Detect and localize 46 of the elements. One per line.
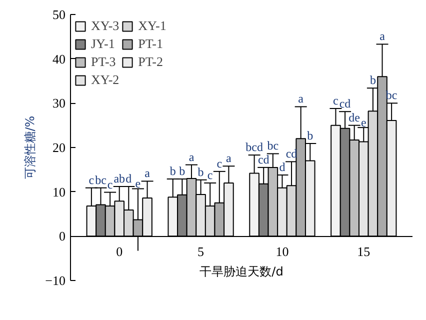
- x-tick-label: 0: [116, 244, 123, 260]
- data-label: c: [333, 93, 338, 108]
- data-label: bc: [95, 172, 106, 187]
- data-label: a: [298, 92, 304, 106]
- x-tick-label: 5: [198, 244, 204, 260]
- y-tick-label: 30: [52, 96, 66, 111]
- data-label: e: [135, 176, 141, 191]
- data-label: b: [170, 164, 176, 178]
- data-label: ab: [114, 172, 126, 186]
- data-label: b: [198, 164, 204, 179]
- y-tick-label: 10: [52, 184, 66, 200]
- data-label: d: [126, 172, 132, 186]
- y-tick-label: 50: [52, 7, 66, 22]
- data-label: bcd: [246, 140, 263, 154]
- legend-label: PT-2: [138, 54, 163, 70]
- data-label: b: [370, 73, 376, 88]
- y-tick-label: 20: [52, 140, 66, 155]
- x-axis-title: 干旱胁迫天数/d: [200, 264, 284, 278]
- data-label: bc: [267, 138, 279, 153]
- data-label: b: [179, 164, 186, 178]
- data-label: e: [360, 116, 366, 130]
- y-tick-label: 0: [59, 228, 66, 244]
- legend-label: PT-1: [138, 36, 163, 52]
- data-label: d: [279, 160, 286, 174]
- y-tick-label: −10: [45, 273, 66, 288]
- data-label: a: [144, 166, 151, 180]
- data-label: c: [88, 172, 94, 187]
- data-label: c: [207, 168, 213, 182]
- data-label: a: [380, 29, 386, 44]
- data-label: de: [348, 110, 360, 124]
- y-axis-title: 可溶性糖/%: [23, 116, 38, 180]
- legend-label: XY-3: [91, 18, 120, 34]
- data-label: cd: [339, 96, 351, 111]
- data-label: a: [188, 150, 195, 164]
- x-tick-label: 15: [357, 244, 370, 260]
- legend-label: JY-1: [91, 36, 115, 52]
- legend-label: PT-3: [91, 54, 116, 70]
- data-label: b: [307, 128, 314, 143]
- data-label: cd: [258, 152, 270, 166]
- x-tick-label: 10: [276, 244, 289, 260]
- y-tick-label: 40: [52, 51, 66, 66]
- legend-label: XY-2: [91, 72, 120, 88]
- data-label: a: [226, 151, 232, 166]
- legend-label: XY-1: [138, 18, 166, 34]
- data-label: c: [216, 156, 222, 170]
- data-label: c: [107, 177, 113, 192]
